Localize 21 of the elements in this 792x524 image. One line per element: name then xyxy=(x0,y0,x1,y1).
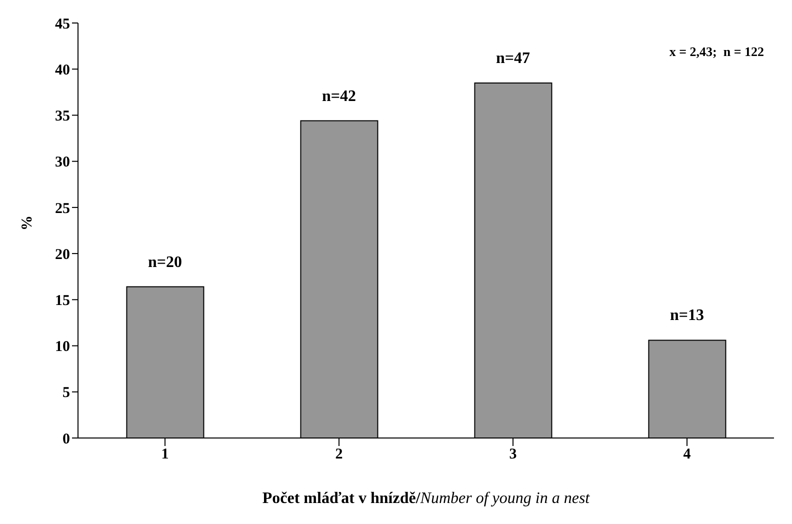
x-tick-label: 3 xyxy=(509,446,517,463)
y-tick-label: 10 xyxy=(55,339,70,356)
y-tick-label: 5 xyxy=(62,385,70,402)
y-tick-label: 15 xyxy=(55,292,70,309)
y-tick-label: 25 xyxy=(55,200,70,217)
annotation: n=47 xyxy=(496,50,530,67)
y-tick-label: 30 xyxy=(55,154,70,171)
x-axis-title: Počet mláďat v hnízdě/Number of young in a nest xyxy=(262,490,590,507)
y-tick-label: 40 xyxy=(55,62,70,78)
y-tick-label: 45 xyxy=(55,16,70,32)
y-tick-label: 0 xyxy=(62,431,70,448)
x-tick-label: 2 xyxy=(335,446,343,463)
y-axis-title: % xyxy=(19,216,36,230)
annotation: x = 2,43; n = 122 xyxy=(669,44,764,60)
annotation: n=13 xyxy=(670,307,704,324)
annotation: n=20 xyxy=(148,254,182,271)
x-tick-label: 1 xyxy=(161,446,169,463)
annotation: n=42 xyxy=(322,88,356,105)
y-tick-label: 20 xyxy=(55,246,70,263)
x-tick-label: 4 xyxy=(683,446,692,463)
y-tick-label: 35 xyxy=(55,108,70,125)
